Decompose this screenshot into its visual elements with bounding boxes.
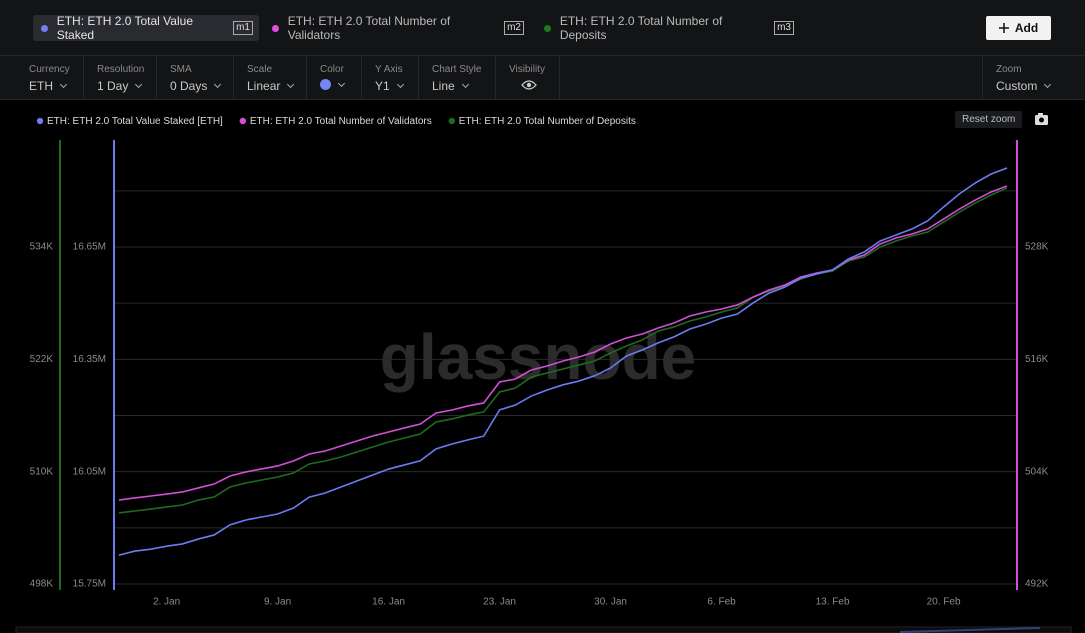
y-tick-label: 504K — [1025, 466, 1049, 477]
tab-badge: m1 — [233, 21, 253, 35]
y-axis-control[interactable]: Y Axis Y1 — [362, 56, 419, 100]
series-line — [118, 187, 1008, 514]
x-tick-label: 2. Jan — [153, 597, 180, 608]
x-tick-label: 13. Feb — [816, 597, 850, 608]
y-tick-label: 510K — [30, 466, 54, 477]
tab-name: ETH: ETH 2.0 Total Number of Deposits — [559, 14, 723, 42]
control-label: Scale — [247, 64, 273, 75]
control-label: Currency — [29, 64, 70, 75]
toolbar: Currency ETH Resolution 1 Day SMA 0 Days Sc… — [0, 55, 1085, 100]
control-value: Custom — [996, 79, 1038, 93]
reset-zoom-button[interactable]: Reset zoom — [955, 111, 1023, 128]
y-tick-label: 15.75M — [73, 579, 106, 590]
control-label: Resolution — [97, 64, 145, 75]
visibility-control[interactable]: Visibility — [496, 56, 560, 100]
add-button[interactable]: Add — [986, 16, 1051, 40]
add-label: Add — [1014, 21, 1039, 35]
legend-label: ETH: ETH 2.0 Total Number of Deposits — [459, 116, 636, 127]
control-value: 1 Day — [97, 79, 129, 93]
y-tick-label: 528K — [1025, 242, 1049, 253]
camera-icon[interactable] — [1035, 113, 1048, 125]
control-label: SMA — [170, 64, 192, 75]
navigator-line — [899, 627, 1041, 633]
y-tick-label: 516K — [1025, 354, 1049, 365]
color-control[interactable]: Color — [307, 56, 362, 100]
series-line — [118, 185, 1008, 501]
y-tick-label: 498K — [30, 579, 54, 590]
navigator — [15, 626, 1072, 633]
x-tick-label: 20. Feb — [927, 597, 961, 608]
legend-label: ETH: ETH 2.0 Total Number of Validators — [250, 116, 432, 127]
sma-control[interactable]: SMA 0 Days — [157, 56, 234, 100]
x-tick-label: 23. Jan — [483, 597, 516, 608]
y-tick-label: 16.05M — [73, 466, 106, 477]
scale-control[interactable]: Scale Linear — [234, 56, 307, 100]
eye-icon — [521, 80, 537, 90]
control-value: 0 Days — [170, 79, 208, 93]
metric-tab[interactable]: ETH: ETH 2.0 Total Value Staked m1 — [33, 14, 259, 42]
metric-tab[interactable]: ETH: ETH 2.0 Total Number of Deposits m3 — [536, 14, 800, 42]
control-value: Linear — [247, 79, 281, 93]
header: ETH: ETH 2.0 Total Value Staked m1 ETH: E… — [0, 0, 1085, 100]
y-tick-label: 534K — [30, 242, 54, 253]
y-tick-label: 522K — [30, 354, 54, 365]
x-tick-label: 16. Jan — [372, 597, 405, 608]
x-tick-label: 30. Jan — [594, 597, 627, 608]
chart-style-control[interactable]: Chart Style Line — [419, 56, 496, 100]
control-label: Color — [320, 64, 344, 75]
legend-dot — [239, 117, 247, 125]
plus-icon — [998, 23, 1009, 33]
y-tick-label: 16.35M — [73, 354, 106, 365]
tab-badge: m2 — [504, 21, 524, 35]
legend-dot — [36, 117, 44, 125]
metric-tab[interactable]: ETH: ETH 2.0 Total Number of Validators m… — [264, 14, 530, 42]
tab-name: ETH: ETH 2.0 Total Number of Validators — [287, 14, 451, 42]
legend-dot — [448, 117, 455, 125]
color-swatch — [320, 79, 331, 90]
control-value: Line — [432, 79, 455, 93]
y-tick-label: 16.65M — [73, 242, 106, 253]
x-tick-label: 6. Feb — [707, 597, 736, 608]
zoom-control[interactable]: Zoom Custom — [982, 56, 1072, 100]
tab-name: ETH: ETH 2.0 Total Value Staked — [56, 14, 193, 42]
control-label: Visibility — [509, 64, 545, 75]
control-value: Y1 — [375, 79, 390, 93]
control-value: ETH — [29, 79, 53, 93]
control-label: Zoom — [996, 64, 1022, 75]
series-line — [118, 167, 1008, 556]
currency-control[interactable]: Currency ETH — [16, 56, 84, 100]
x-tick-label: 9. Jan — [264, 597, 291, 608]
control-label: Chart Style — [432, 64, 482, 75]
tab-badge: m3 — [774, 21, 794, 35]
resolution-control[interactable]: Resolution 1 Day — [84, 56, 157, 100]
legend-label: ETH: ETH 2.0 Total Value Staked [ETH] — [47, 116, 223, 127]
y-tick-label: 492K — [1025, 579, 1049, 590]
control-label: Y Axis — [375, 64, 403, 75]
